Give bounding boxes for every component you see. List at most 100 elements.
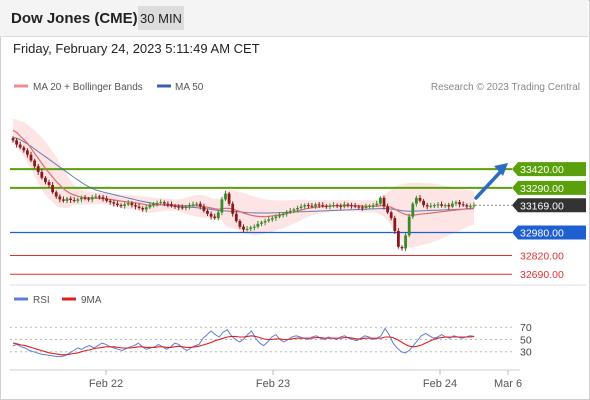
candle-body xyxy=(180,207,184,209)
candle-body xyxy=(458,202,461,205)
level-tag-box xyxy=(512,225,586,240)
bollinger-band-fill xyxy=(13,118,474,248)
level-tag-box xyxy=(512,162,586,177)
candle-body xyxy=(415,197,418,204)
candle-body xyxy=(267,219,271,221)
level-support-label: 32820.00 xyxy=(520,251,564,263)
candle-body xyxy=(112,202,116,204)
candle-body xyxy=(451,203,454,207)
candle-body xyxy=(371,205,375,207)
candle-body xyxy=(436,204,440,206)
candle-body xyxy=(342,204,346,207)
candle-body xyxy=(101,197,105,199)
candle-body xyxy=(400,246,404,249)
level-labels: 33420.00 33290.00 33169.00 32980.00 32820.00… xyxy=(512,162,586,281)
candle-body xyxy=(177,206,181,208)
candle-body xyxy=(270,218,274,220)
candle-body xyxy=(11,138,15,141)
rsi-tick-label: 50 xyxy=(520,334,532,346)
rsi-tick-label: 70 xyxy=(520,322,532,334)
candle-body xyxy=(285,212,289,214)
candle-body xyxy=(141,208,145,210)
candle-body xyxy=(130,203,134,206)
candle-body xyxy=(332,205,335,207)
timestamp-text: Friday, February 24, 2023 5:11:49 AM CET xyxy=(13,41,260,56)
candle-body xyxy=(134,205,137,207)
candle-body xyxy=(166,203,170,205)
candle-body xyxy=(386,206,389,213)
candle-body xyxy=(188,205,191,207)
candle-body xyxy=(368,205,371,207)
candle-body xyxy=(227,193,231,204)
candlesticks xyxy=(11,136,476,252)
candle-body xyxy=(296,208,299,210)
candle-body xyxy=(123,204,126,206)
moving-averages xyxy=(12,129,475,218)
candle-body xyxy=(364,206,368,208)
rsi-line xyxy=(12,327,475,358)
candle-body xyxy=(310,205,314,207)
candle-body xyxy=(65,198,69,201)
candle-body xyxy=(144,207,148,210)
candle-body xyxy=(429,205,433,207)
candle-body xyxy=(170,204,173,206)
candle-body xyxy=(36,166,40,172)
level-support-label: 32690.00 xyxy=(520,269,564,281)
candle-body xyxy=(209,213,213,217)
legend-9ma-label: 9MA xyxy=(81,295,102,306)
candle-body xyxy=(447,205,451,207)
candle-body xyxy=(29,154,33,161)
candle-body xyxy=(231,203,235,214)
candle-body xyxy=(216,212,220,219)
arrow-shaft xyxy=(474,166,506,200)
chart-header: Dow Jones (CME) 30 MIN xyxy=(0,0,588,37)
candle-body xyxy=(98,196,101,198)
candle-body xyxy=(198,203,202,207)
x-tick-label: Feb 22 xyxy=(89,378,123,390)
candle-body xyxy=(87,198,90,200)
candle-body xyxy=(263,221,267,223)
candle-body xyxy=(288,210,292,213)
level-tag-box xyxy=(512,198,586,213)
candle-body xyxy=(155,203,159,204)
candle-body xyxy=(472,205,476,207)
candle-body xyxy=(195,203,199,205)
candle-body xyxy=(317,204,321,206)
candle-body xyxy=(274,216,278,218)
candle-body xyxy=(148,205,152,208)
candle-body xyxy=(54,192,58,197)
x-tick-label: Feb 23 xyxy=(256,378,290,390)
candle-body xyxy=(281,213,285,216)
candle-body xyxy=(40,172,44,178)
level-tag-resistance: 33290.00 xyxy=(512,180,586,195)
candle-body xyxy=(461,204,465,206)
level-tag-box xyxy=(512,180,586,195)
candle-body xyxy=(328,205,332,207)
candle-body xyxy=(119,205,123,207)
candle-body xyxy=(80,197,83,200)
candle-body xyxy=(159,202,163,204)
candle-body xyxy=(33,160,36,167)
candle-body xyxy=(58,196,62,200)
rsi-gridlines xyxy=(10,326,512,353)
candle-body xyxy=(379,197,382,204)
rsi-lines xyxy=(12,327,475,358)
candle-body xyxy=(15,140,18,145)
candle-body xyxy=(454,202,458,204)
candle-body xyxy=(90,197,94,200)
candle-body xyxy=(213,216,217,218)
level-tag-last-price: 33169.00 xyxy=(512,198,586,213)
candle-body xyxy=(242,226,245,230)
candle-body xyxy=(278,215,281,217)
candle-body xyxy=(361,207,364,209)
candle-body xyxy=(299,206,303,208)
candle-body xyxy=(465,205,469,207)
candle-body xyxy=(220,199,224,213)
bollinger-band-area xyxy=(13,118,474,248)
candle-body xyxy=(382,197,386,207)
timeframe-button[interactable]: 30 MIN xyxy=(138,6,184,30)
x-tick-label: Feb 24 xyxy=(423,378,457,390)
candle-body xyxy=(256,223,260,227)
legend-ma50-label: MA 50 xyxy=(175,82,204,93)
